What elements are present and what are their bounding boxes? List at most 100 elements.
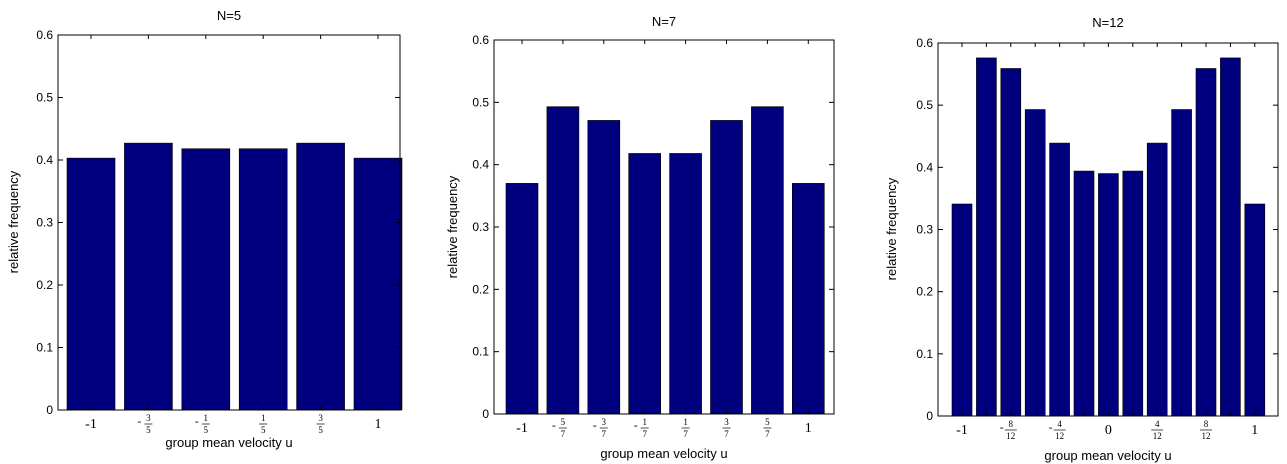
y-tick-label: 0.1 bbox=[472, 345, 489, 359]
y-axis-label: relative frequency bbox=[445, 175, 460, 278]
y-tick-label: 0 bbox=[926, 409, 933, 423]
y-tick-label: 0.2 bbox=[472, 282, 489, 296]
y-tick-label: 0.5 bbox=[36, 91, 53, 105]
y-tick-label: 0.2 bbox=[36, 278, 53, 292]
x-tick-denominator: 5 bbox=[204, 425, 209, 435]
x-tick-denominator: 5 bbox=[318, 425, 323, 435]
x-tick-denominator: 7 bbox=[724, 429, 729, 439]
x-tick-numerator: 1 bbox=[642, 417, 647, 427]
x-axis-label: group mean velocity u bbox=[1044, 448, 1171, 463]
x-tick-label: 812 bbox=[1200, 419, 1212, 441]
bar bbox=[669, 153, 702, 415]
x-tick-sign: - bbox=[195, 414, 199, 428]
x-tick-numerator: 5 bbox=[765, 417, 770, 427]
x-tick-denominator: 12 bbox=[1055, 431, 1064, 441]
x-tick-denominator: 7 bbox=[602, 429, 607, 439]
y-tick-label: 0.4 bbox=[36, 153, 53, 167]
x-tick-label: 35 bbox=[316, 413, 325, 435]
x-tick-label: 57 bbox=[763, 417, 772, 439]
x-tick-label: 15 bbox=[259, 413, 268, 435]
bar bbox=[1146, 142, 1168, 417]
bar bbox=[1195, 68, 1217, 417]
x-tick-label: -8 12 bbox=[1000, 419, 1017, 441]
bar bbox=[505, 183, 539, 415]
x-tick-label: 1 bbox=[375, 417, 382, 432]
x-tick-denominator: 7 bbox=[683, 429, 688, 439]
y-tick-label: 0.1 bbox=[36, 341, 53, 355]
x-tick-sign: - bbox=[593, 418, 597, 432]
x-tick-numerator: 1 bbox=[683, 417, 688, 427]
y-tick-label: 0 bbox=[482, 407, 489, 421]
y-tick-label: 0 bbox=[46, 403, 53, 417]
x-tick-sign: - bbox=[552, 418, 556, 432]
y-axis-label: relative frequency bbox=[884, 177, 899, 280]
bar bbox=[1049, 142, 1070, 417]
y-tick-label: 0.6 bbox=[472, 33, 489, 47]
x-tick-sign: - bbox=[634, 418, 638, 432]
x-tick-sign: - bbox=[1000, 420, 1004, 434]
x-tick-label: 412 bbox=[1151, 419, 1164, 441]
x-tick-label: 1 bbox=[805, 421, 812, 436]
bar bbox=[951, 203, 973, 417]
chart-title: N=7 bbox=[652, 14, 676, 29]
bar bbox=[628, 153, 662, 415]
x-tick-denominator: 12 bbox=[1153, 431, 1162, 441]
x-tick-numerator: 4 bbox=[1155, 419, 1160, 429]
bar bbox=[751, 106, 784, 415]
y-tick-label: 0.1 bbox=[916, 347, 933, 361]
x-tick-label: -1 7 bbox=[634, 417, 649, 439]
x-tick-sign: - bbox=[1049, 420, 1053, 434]
y-tick-label: 0.4 bbox=[916, 160, 933, 174]
x-tick-numerator: 4 bbox=[1057, 419, 1062, 429]
bar bbox=[1098, 173, 1119, 417]
bar bbox=[976, 57, 997, 417]
x-tick-numerator: 3 bbox=[318, 413, 323, 423]
x-tick-numerator: 3 bbox=[146, 413, 151, 423]
y-tick-label: 0.4 bbox=[472, 158, 489, 172]
y-tick-label: 0.5 bbox=[472, 95, 489, 109]
x-tick-label: 1 bbox=[1251, 423, 1258, 438]
bar bbox=[546, 106, 580, 415]
x-tick-label: 0 bbox=[1105, 423, 1112, 438]
bar bbox=[587, 120, 621, 415]
x-tick-numerator: 8 bbox=[1204, 419, 1209, 429]
x-tick-numerator: 8 bbox=[1009, 419, 1014, 429]
bar bbox=[1024, 109, 1046, 417]
x-tick-numerator: 1 bbox=[261, 413, 266, 423]
x-tick-label: 17 bbox=[681, 417, 690, 439]
x-tick-label: -1 5 bbox=[195, 413, 210, 435]
x-tick-denominator: 5 bbox=[261, 425, 266, 435]
y-axis-label: relative frequency bbox=[6, 170, 21, 273]
x-tick-numerator: 3 bbox=[724, 417, 729, 427]
x-tick-label: -3 5 bbox=[137, 413, 153, 435]
bar bbox=[791, 183, 825, 415]
x-tick-denominator: 7 bbox=[765, 429, 770, 439]
x-axis-label: group mean velocity u bbox=[600, 446, 727, 461]
x-tick-denominator: 12 bbox=[1006, 431, 1015, 441]
y-tick-label: 0.5 bbox=[916, 98, 933, 112]
y-tick-label: 0.6 bbox=[36, 28, 53, 42]
bar bbox=[710, 120, 743, 415]
x-tick-sign: - bbox=[137, 414, 141, 428]
bar bbox=[1073, 170, 1095, 417]
x-tick-label: 37 bbox=[722, 417, 731, 439]
bar bbox=[238, 148, 288, 411]
bar bbox=[66, 157, 116, 411]
x-tick-label: -3 7 bbox=[593, 417, 608, 439]
x-tick-label: -1 bbox=[516, 421, 528, 436]
bar bbox=[353, 157, 403, 411]
y-tick-label: 0.3 bbox=[916, 223, 933, 237]
x-tick-denominator: 7 bbox=[561, 429, 566, 439]
x-tick-label: -1 bbox=[956, 423, 968, 438]
y-tick-label: 0.2 bbox=[916, 285, 933, 299]
bar bbox=[181, 148, 231, 411]
bar bbox=[1244, 203, 1266, 417]
x-tick-denominator: 5 bbox=[146, 425, 151, 435]
bar bbox=[1171, 109, 1192, 417]
bar bbox=[1220, 57, 1241, 417]
x-tick-numerator: 5 bbox=[561, 417, 566, 427]
x-tick-denominator: 7 bbox=[642, 429, 647, 439]
